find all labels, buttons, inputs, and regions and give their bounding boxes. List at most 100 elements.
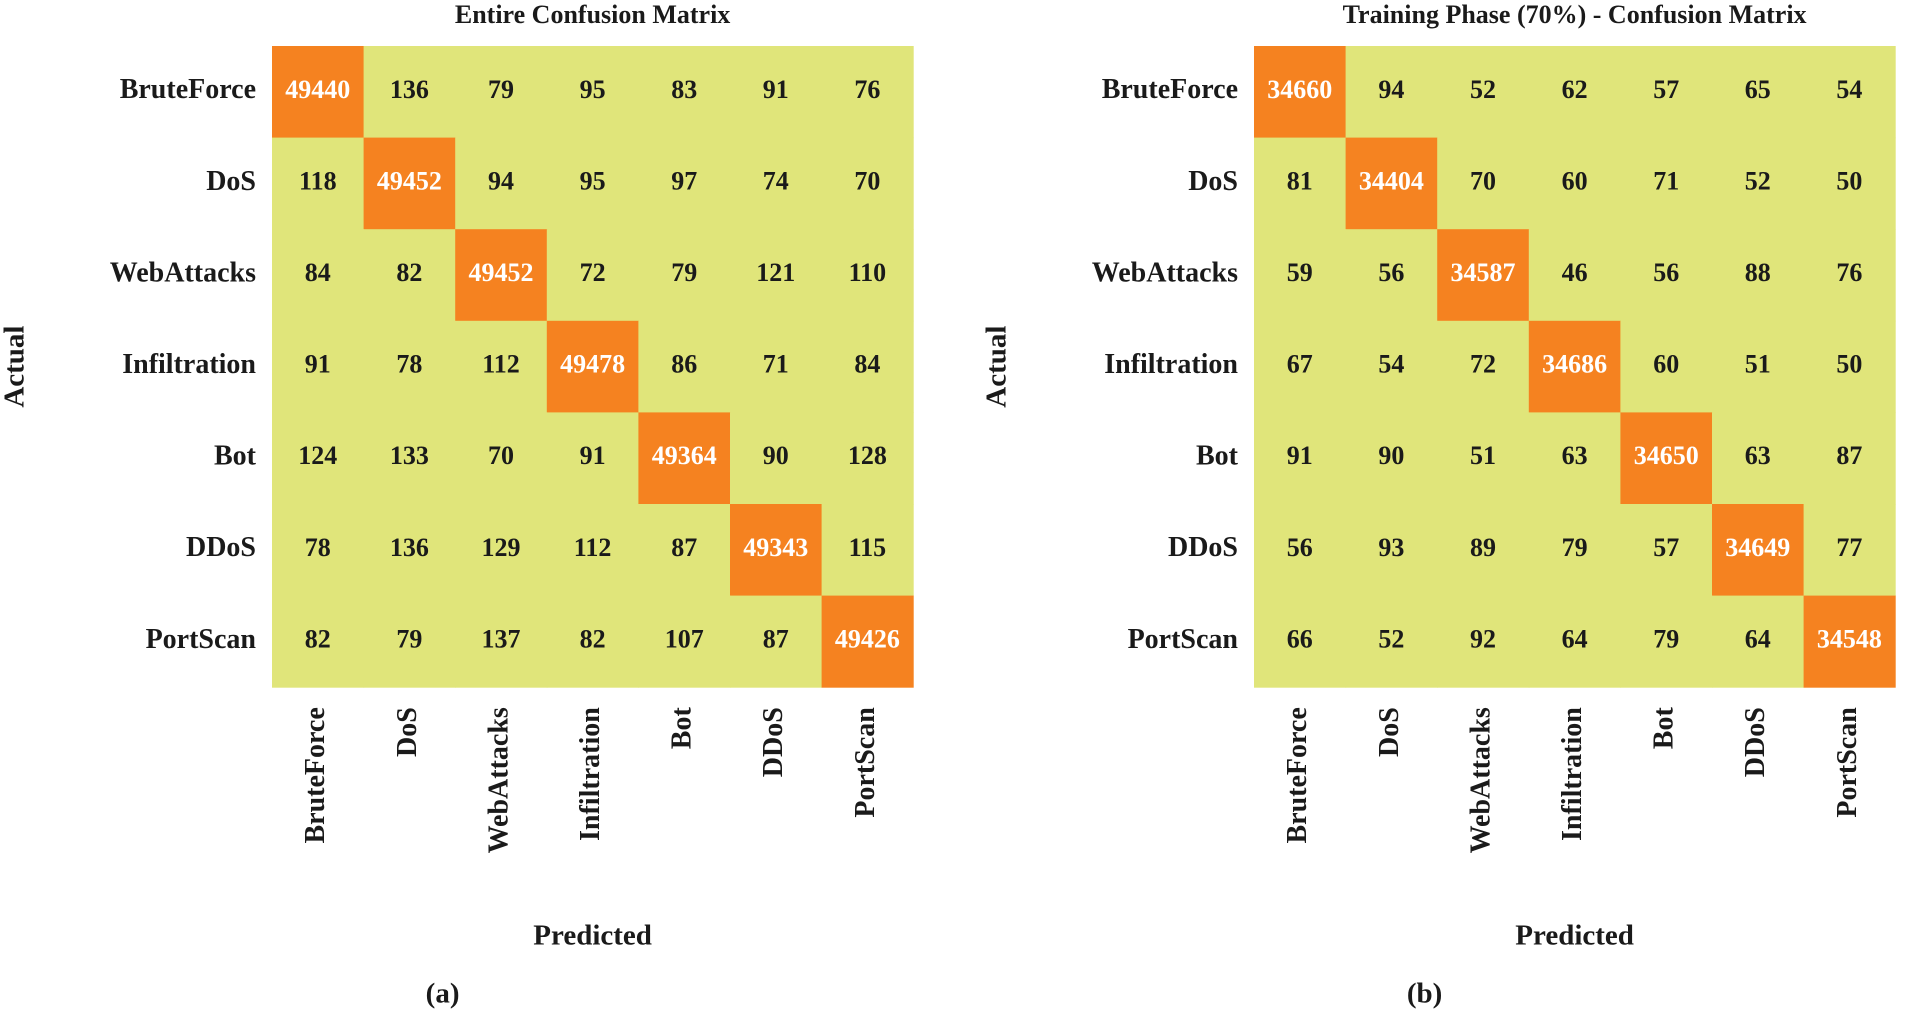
cell-label: 72 bbox=[580, 258, 606, 287]
cell-label: 56 bbox=[1287, 533, 1313, 562]
heatmap-cell bbox=[272, 595, 365, 688]
heatmap-cell bbox=[272, 229, 365, 322]
heatmap-cell bbox=[730, 229, 823, 322]
heatmap-cell bbox=[1803, 46, 1896, 139]
heatmap-cell bbox=[1620, 595, 1713, 688]
heatmap-cell bbox=[272, 320, 365, 413]
cell-label: 52 bbox=[1470, 75, 1496, 104]
cell-label: 64 bbox=[1745, 624, 1771, 653]
y-tick-label: DoS bbox=[1188, 166, 1238, 197]
caption: (a) bbox=[426, 978, 460, 1010]
y-tick-label: DDoS bbox=[186, 532, 256, 563]
cell-label: 70 bbox=[854, 166, 880, 195]
heatmap-cell bbox=[821, 320, 914, 413]
heatmap-cell bbox=[1528, 229, 1621, 322]
heatmap-cell bbox=[455, 504, 548, 597]
heatmap-cell bbox=[455, 229, 548, 322]
x-tick-label: WebAttacks bbox=[1465, 707, 1496, 853]
cell-label: 94 bbox=[1378, 75, 1404, 104]
cell-label: 84 bbox=[305, 258, 331, 287]
cell-label: 89 bbox=[1470, 533, 1496, 562]
cell-label: 83 bbox=[671, 75, 697, 104]
heatmap-cell bbox=[1712, 320, 1805, 413]
heatmap-cell bbox=[455, 137, 548, 230]
x-tick-label: DDoS bbox=[758, 707, 789, 777]
chart-title: Training Phase (70%) - Confusion Matrix bbox=[1343, 0, 1807, 29]
heatmap-cell bbox=[546, 504, 639, 597]
y-axis-label: Actual bbox=[981, 326, 1013, 408]
cell-label: 86 bbox=[671, 350, 697, 379]
heatmap-cell bbox=[546, 412, 639, 505]
heatmap-cell bbox=[1528, 595, 1621, 688]
cell-label: 107 bbox=[665, 624, 704, 653]
cell-label: 49478 bbox=[560, 350, 625, 379]
heatmap-cell bbox=[1803, 412, 1896, 505]
cell-label: 92 bbox=[1470, 624, 1496, 653]
heatmap-cell bbox=[455, 320, 548, 413]
cell-label: 57 bbox=[1653, 75, 1679, 104]
cell-label: 63 bbox=[1562, 441, 1588, 470]
cell-label: 118 bbox=[299, 166, 337, 195]
heatmap-cell bbox=[1254, 320, 1347, 413]
cell-label: 137 bbox=[482, 624, 521, 653]
heatmap-cell bbox=[821, 412, 914, 505]
y-tick-label: BruteForce bbox=[1102, 74, 1238, 105]
cell-label: 71 bbox=[763, 350, 789, 379]
cell-label: 78 bbox=[396, 350, 422, 379]
heatmap-cell bbox=[363, 46, 456, 139]
cell-label: 34548 bbox=[1817, 624, 1882, 653]
heatmap-cell bbox=[272, 504, 365, 597]
cell-label: 60 bbox=[1562, 166, 1588, 195]
heatmap-cell bbox=[1712, 504, 1805, 597]
cell-label: 65 bbox=[1745, 75, 1771, 104]
cell-label: 49426 bbox=[835, 624, 900, 653]
x-tick-label: Bot bbox=[667, 707, 698, 750]
heatmap-cell bbox=[638, 595, 731, 688]
cell-label: 136 bbox=[390, 533, 429, 562]
cell-label: 95 bbox=[580, 75, 606, 104]
heatmap-cell bbox=[272, 46, 365, 139]
cell-label: 95 bbox=[580, 166, 606, 195]
cell-label: 76 bbox=[854, 75, 880, 104]
x-tick-label: Infiltration bbox=[1557, 707, 1588, 841]
cell-label: 70 bbox=[1470, 166, 1496, 195]
heatmap-cell bbox=[1803, 229, 1896, 322]
cell-label: 91 bbox=[580, 441, 606, 470]
cell-label: 56 bbox=[1653, 258, 1679, 287]
x-tick-label: WebAttacks bbox=[483, 707, 514, 853]
heatmap-cell bbox=[546, 46, 639, 139]
heatmap-cell bbox=[821, 504, 914, 597]
x-tick-label: PortScan bbox=[1832, 707, 1863, 818]
cell-label: 60 bbox=[1653, 350, 1679, 379]
y-tick-label: Bot bbox=[1196, 441, 1239, 472]
cell-label: 56 bbox=[1378, 258, 1404, 287]
heatmap-cell bbox=[1437, 595, 1530, 688]
x-tick-label: DDoS bbox=[1740, 707, 1771, 777]
heatmap-cell bbox=[1345, 229, 1438, 322]
cell-label: 59 bbox=[1287, 258, 1313, 287]
heatmap-cell bbox=[546, 320, 639, 413]
heatmap-cell bbox=[1345, 320, 1438, 413]
x-tick-label: DoS bbox=[392, 707, 423, 757]
heatmap-cell bbox=[821, 595, 914, 688]
heatmap-cell bbox=[1620, 412, 1713, 505]
heatmap-cell bbox=[821, 46, 914, 139]
cell-label: 94 bbox=[488, 166, 514, 195]
cell-label: 88 bbox=[1745, 258, 1771, 287]
cell-label: 52 bbox=[1378, 624, 1404, 653]
cell-label: 51 bbox=[1470, 441, 1496, 470]
heatmap-cell bbox=[1712, 595, 1805, 688]
cell-label: 93 bbox=[1378, 533, 1404, 562]
heatmap-cell bbox=[1620, 229, 1713, 322]
heatmap-cell bbox=[1620, 46, 1713, 139]
heatmap-cell bbox=[1437, 504, 1530, 597]
cell-label: 90 bbox=[1378, 441, 1404, 470]
heatmap-cell bbox=[821, 137, 914, 230]
heatmap-cell bbox=[1528, 137, 1621, 230]
cell-label: 77 bbox=[1836, 533, 1862, 562]
heatmap-cell bbox=[546, 137, 639, 230]
cell-label: 62 bbox=[1562, 75, 1588, 104]
heatmap-cell bbox=[272, 412, 365, 505]
cell-label: 91 bbox=[763, 75, 789, 104]
y-tick-label: BruteForce bbox=[120, 74, 256, 105]
